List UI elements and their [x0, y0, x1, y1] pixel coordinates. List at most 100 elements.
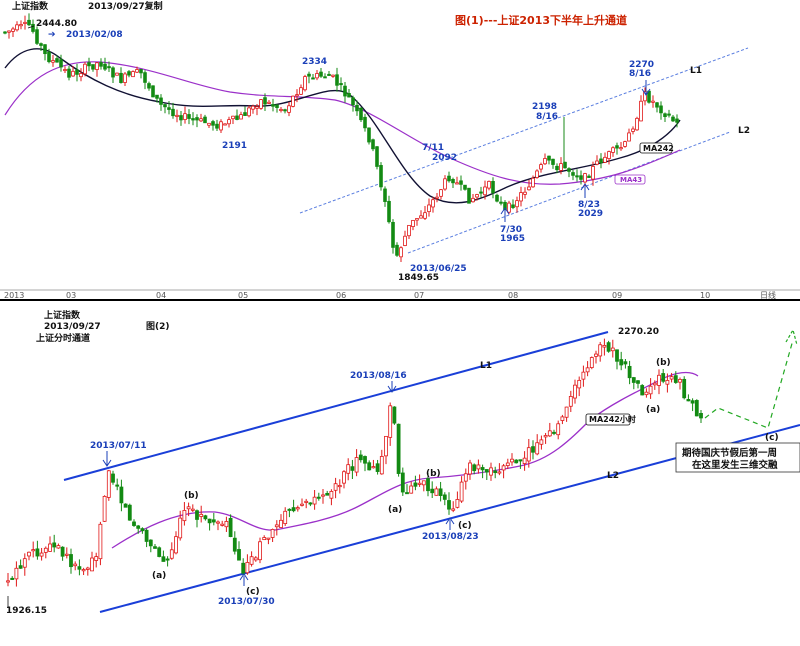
p1-candle-body-76 — [307, 73, 311, 77]
p2-candle-body-115 — [489, 467, 493, 476]
p1-candle-body-107 — [431, 199, 435, 208]
p1-candle-body-104 — [419, 215, 423, 219]
p1-candle-body-127 — [511, 204, 515, 208]
p1-candle-body-100 — [403, 235, 407, 246]
p2-candle-body-131 — [556, 423, 561, 436]
p2-candle-body-6 — [31, 549, 36, 552]
p1-candle-body-123 — [495, 194, 499, 202]
panel1-title: 图(1)---上证2013下半年上升通道 — [455, 13, 627, 27]
p1-candle-body-58 — [235, 115, 239, 120]
p2-candle-body-24 — [106, 470, 111, 498]
p2-candle-body-40 — [174, 536, 178, 554]
p1-candle-body-60 — [243, 112, 247, 116]
p2-candle-body-140 — [594, 353, 598, 357]
p2-candle-body-12 — [56, 545, 61, 549]
p2-candle-body-132 — [560, 416, 565, 421]
label-ma242: MA242 — [643, 144, 674, 153]
p1-candle-body-101 — [407, 224, 411, 237]
p2-candle-body-47 — [203, 515, 208, 520]
p1-candle-body-22 — [91, 64, 95, 70]
p2-candle-body-56 — [241, 562, 246, 574]
panel2-subtitle: 上证分时通道 — [36, 332, 90, 344]
p1-candle-body-5 — [23, 21, 27, 24]
p1-candle-body-157 — [631, 128, 635, 132]
forecast-note-box — [675, 442, 800, 473]
xtick-08: 08 — [508, 291, 518, 300]
p1-candle-body-150 — [603, 156, 607, 163]
xtick-07: 07 — [414, 291, 424, 300]
p1-candle-body-48 — [195, 117, 199, 121]
p1-candle-body-52 — [211, 121, 215, 126]
p1-candle-body-99 — [399, 247, 403, 258]
p1-candle-body-2 — [11, 28, 15, 32]
p2-candle-body-60 — [258, 541, 262, 561]
p1-candle-body-79 — [319, 71, 323, 77]
p2-candle-body-114 — [484, 469, 489, 473]
p1-candle-body-11 — [47, 51, 51, 63]
p1-candle-body-124 — [499, 201, 503, 204]
p1-candle-body-118 — [475, 194, 479, 198]
p2-candle-body-89 — [379, 456, 384, 475]
p2-candle-body-130 — [552, 431, 556, 434]
p2-candle-body-20 — [90, 557, 94, 572]
forecast-note-line1: 期待国庆节假后第一周 — [682, 447, 777, 459]
p2-candle-body-146 — [619, 359, 624, 366]
p1-candle-body-158 — [635, 117, 639, 131]
p2-candle-body-105 — [447, 500, 451, 510]
p2-candle-body-94 — [400, 472, 405, 493]
p2-candle-body-29 — [127, 504, 132, 521]
ann-2191: 2191 — [222, 141, 247, 151]
p1-candle-body-0 — [3, 31, 7, 34]
p2-candle-body-127 — [539, 439, 544, 445]
p2-candle-body-112 — [476, 464, 481, 470]
p1-candle-body-87 — [351, 97, 355, 106]
p1-candle-body-138 — [555, 165, 559, 171]
p2-candle-body-43 — [186, 506, 191, 510]
p1-candle-body-32 — [131, 71, 135, 78]
p1-candle-body-134 — [539, 164, 543, 170]
xtick-daily: 日线 — [760, 290, 776, 300]
p1-candle-body-131 — [527, 186, 531, 191]
p1-candle-body-136 — [547, 155, 551, 161]
p2-candle-body-30 — [132, 521, 136, 526]
p1-candle-body-9 — [39, 43, 43, 46]
ann-2270: 2270 — [629, 60, 654, 70]
p2-candle-body-54 — [232, 537, 237, 552]
p1-candle-body-109 — [439, 189, 443, 197]
p2-candle-body-153 — [648, 385, 653, 395]
p1-candle-body-59 — [239, 114, 243, 120]
p2-candle-body-84 — [358, 454, 363, 461]
p2-candle-body-67 — [287, 508, 292, 511]
p2-candle-body-152 — [644, 391, 649, 396]
p2-candle-body-159 — [673, 375, 678, 383]
p2-candle-body-10 — [48, 543, 52, 552]
panel1-header-date: 2013/09/27复制 — [88, 0, 163, 12]
p1-candle-body-72 — [291, 95, 295, 107]
p1-candle-body-116 — [467, 187, 471, 204]
panel1-index-name: 上证指数 — [12, 0, 49, 12]
p2-candle-body-57 — [245, 562, 250, 574]
xtick-10: 10 — [700, 291, 710, 300]
p1-candle-body-166 — [667, 113, 671, 116]
panel-daily: 上证指数 2013/09/27复制 图(1)---上证2013下半年上升通道 L… — [0, 0, 800, 301]
p1-candle-body-51 — [207, 122, 211, 126]
p2-candle-body-155 — [657, 374, 661, 386]
p2-candle-body-81 — [346, 464, 351, 474]
p1-candle-body-77 — [311, 77, 315, 80]
p2-candle-body-164 — [694, 400, 699, 417]
ann-20130208: 2013/02/08 — [66, 30, 123, 40]
p1-candle-body-74 — [299, 87, 303, 95]
label-ma43: MA43 — [620, 176, 642, 184]
p2-candle-body-36 — [157, 547, 162, 557]
p2-candle-body-128 — [543, 435, 548, 438]
p2-candle-body-85 — [363, 456, 367, 464]
p1-candle-body-66 — [267, 101, 271, 104]
p1-candle-body-159 — [639, 100, 643, 122]
p1-candle-body-6 — [27, 19, 31, 26]
p1-candle-body-84 — [339, 83, 343, 86]
p1-candle-body-89 — [359, 107, 363, 121]
p1-candle-body-113 — [455, 182, 459, 185]
panel1-candles — [3, 13, 679, 263]
p2-candle-body-27 — [119, 486, 124, 504]
p2-candle-body-53 — [228, 517, 233, 538]
